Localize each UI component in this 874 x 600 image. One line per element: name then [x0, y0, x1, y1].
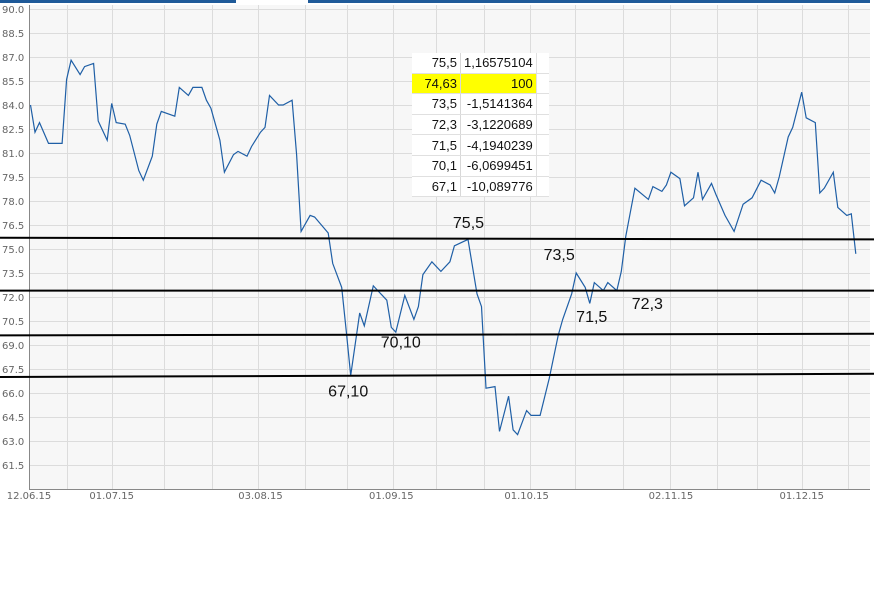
level-cell[interactable]: 71,5: [412, 134, 461, 156]
x-tick-label: 01.12.15: [779, 491, 824, 502]
level-annotation: 71,5: [576, 309, 607, 326]
empty-cell[interactable]: [535, 114, 549, 136]
levels-table: 75,5 1,16575104 74,63 100 73,5 -1,5141364 72,3…: [412, 53, 549, 198]
y-tick-label: 70.5: [2, 317, 24, 328]
y-tick-label: 61.5: [2, 461, 24, 472]
level-annotation: 72,3: [632, 296, 663, 313]
empty-cell[interactable]: [535, 176, 549, 198]
change-cell[interactable]: -4,1940239: [460, 134, 537, 156]
empty-cell[interactable]: [535, 93, 549, 115]
level-line: [0, 372, 874, 378]
y-tick-label: 69.0: [2, 341, 24, 352]
change-cell[interactable]: -6,0699451: [460, 155, 537, 177]
level-line: [0, 236, 874, 241]
x-tick-label: 02.11.15: [649, 491, 694, 502]
level-annotation: 70,10: [381, 334, 421, 351]
y-tick-label: 64.5: [2, 413, 24, 424]
y-tick-label: 87.0: [2, 53, 24, 64]
level-cell[interactable]: 75,5: [412, 53, 461, 74]
table-row: 71,5 -4,1940239: [412, 134, 549, 156]
y-tick-label: 76.5: [2, 221, 24, 232]
price-series-line: [29, 58, 857, 436]
table-row: 74,63 100: [412, 73, 549, 95]
y-tick-label: 79.5: [2, 173, 24, 184]
y-tick-label: 72.0: [2, 293, 24, 304]
table-row: 72,3 -3,1220689: [412, 114, 549, 136]
x-tick-label: 01.10.15: [504, 491, 549, 502]
y-tick-label: 85.5: [2, 77, 24, 88]
level-lines: [0, 236, 874, 378]
level-cell[interactable]: 72,3: [412, 114, 461, 136]
y-tick-label: 78.0: [2, 197, 24, 208]
x-tick-label: 01.09.15: [369, 491, 414, 502]
change-cell[interactable]: 100: [460, 73, 537, 95]
top-bar-left: [0, 0, 236, 3]
y-tick-label: 67.5: [2, 365, 24, 376]
change-cell[interactable]: -10,089776: [460, 176, 537, 198]
level-annotation: 73,5: [544, 247, 575, 264]
table-row: 70,1 -6,0699451: [412, 155, 549, 177]
y-tick-label: 73.5: [2, 269, 24, 280]
table-row: 75,5 1,16575104: [412, 53, 549, 74]
level-line: [0, 332, 874, 337]
empty-cell[interactable]: [535, 53, 549, 74]
x-axis-ticks: 12.06.15 01.07.15 03.08.15 01.09.15 01.10.15…: [7, 491, 824, 502]
table-row: 67,1 -10,089776: [412, 176, 549, 198]
annotations: 75,5 73,5 72,3 71,5 70,10 67,10: [328, 215, 663, 400]
y-tick-label: 88.5: [2, 29, 24, 40]
empty-cell[interactable]: [535, 155, 549, 177]
table-row: 73,5 -1,5141364: [412, 93, 549, 115]
level-cell[interactable]: 70,1: [412, 155, 461, 177]
x-tick-label: 03.08.15: [238, 491, 283, 502]
x-tick-label: 12.06.15: [7, 491, 52, 502]
y-tick-label: 63.0: [2, 437, 24, 448]
y-axis-ticks: 90.0 88.5 87.0 85.5 84.0 82.5 81.0 79.5 78.0 76.5…: [2, 5, 24, 472]
level-annotation: 67,10: [328, 383, 368, 400]
y-tick-label: 90.0: [2, 5, 24, 16]
level-annotation: 75,5: [453, 215, 484, 232]
level-cell[interactable]: 74,63: [412, 73, 461, 95]
y-tick-label: 82.5: [2, 125, 24, 136]
empty-cell[interactable]: [535, 134, 549, 156]
top-bar-right: [308, 0, 870, 3]
change-cell[interactable]: -3,1220689: [460, 114, 537, 136]
change-cell[interactable]: 1,16575104: [460, 53, 537, 74]
level-cell[interactable]: 73,5: [412, 93, 461, 115]
x-tick-label: 01.07.15: [89, 491, 134, 502]
y-tick-label: 81.0: [2, 149, 24, 160]
y-tick-label: 66.0: [2, 389, 24, 400]
empty-cell[interactable]: [535, 73, 549, 95]
change-cell[interactable]: -1,5141364: [460, 93, 537, 115]
y-tick-label: 75.0: [2, 245, 24, 256]
level-cell[interactable]: 67,1: [412, 176, 461, 198]
y-tick-label: 84.0: [2, 101, 24, 112]
